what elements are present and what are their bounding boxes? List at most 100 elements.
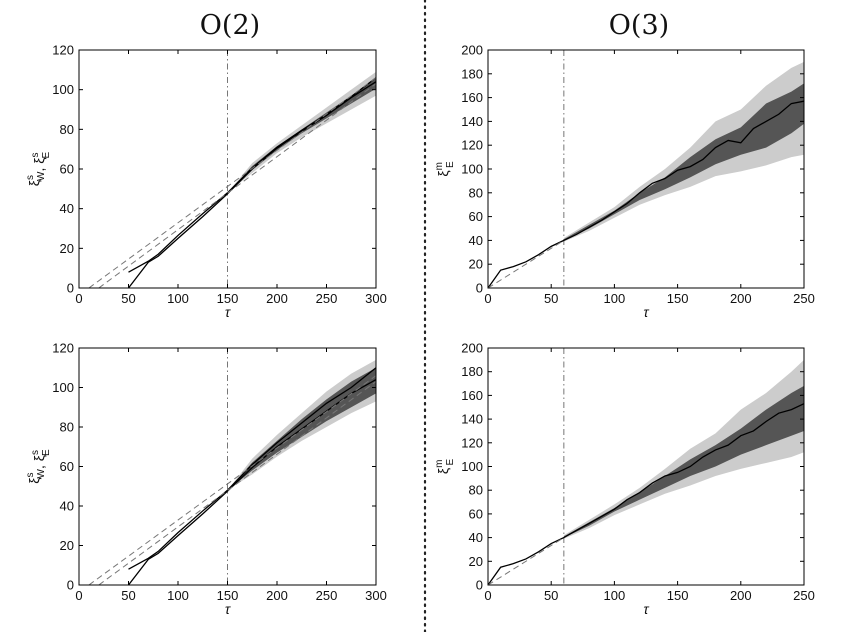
y-tick-label: 120	[461, 138, 483, 153]
y-tick-label: 20	[469, 554, 483, 569]
series-line-3	[98, 381, 376, 585]
x-tick-label: 100	[167, 291, 189, 306]
y-label-superscript: s	[30, 450, 41, 455]
y-tick-label: 60	[60, 162, 74, 177]
y-tick-label: 200	[461, 341, 483, 356]
y-tick-label: 40	[60, 499, 74, 514]
y-label-symbol: ξ	[26, 477, 42, 483]
x-axis-label: τ	[643, 304, 649, 320]
series-line-1	[128, 77, 376, 273]
y-label-superscript: m	[434, 162, 445, 170]
y-tick-label: 0	[476, 578, 483, 593]
x-axis-label: τ	[225, 601, 231, 617]
confidence-band-1	[563, 83, 804, 241]
y-tick-label: 80	[469, 185, 483, 200]
x-tick-label: 100	[167, 588, 189, 603]
plot-area	[88, 50, 376, 288]
y-tick-label: 100	[52, 380, 74, 395]
y-tick-label: 160	[461, 90, 483, 105]
y-label-superscript: s	[30, 152, 41, 157]
x-tick-label: 200	[730, 291, 752, 306]
x-tick-label: 50	[544, 588, 558, 603]
y-tick-label: 80	[60, 420, 74, 435]
series-line-0	[488, 403, 804, 585]
y-tick-label: 120	[52, 43, 74, 58]
y-axis-label: ξsW, ξsE	[25, 449, 52, 484]
x-tick-label: 0	[75, 291, 82, 306]
y-tick-label: 40	[469, 530, 483, 545]
x-tick-label: 150	[667, 291, 689, 306]
x-tick-label: 0	[484, 588, 491, 603]
y-label-superscript: s	[25, 175, 36, 180]
y-axis-label: ξsW, ξsE	[25, 151, 52, 186]
y-tick-label: 120	[461, 435, 483, 450]
y-tick-label: 160	[461, 388, 483, 403]
y-tick-label: 140	[461, 114, 483, 129]
x-tick-label: 250	[793, 588, 815, 603]
y-tick-label: 20	[469, 257, 483, 272]
y-tick-label: 180	[461, 66, 483, 81]
y-label-symbol: ξ	[31, 157, 47, 163]
x-tick-label: 50	[121, 588, 135, 603]
plot-area	[88, 348, 376, 585]
plot-area	[488, 50, 804, 288]
x-tick-label: 100	[604, 291, 626, 306]
x-tick-label: 300	[365, 588, 387, 603]
x-tick-label: 250	[793, 291, 815, 306]
y-tick-label: 180	[461, 364, 483, 379]
y-label-symbol: ξ	[31, 455, 47, 461]
x-tick-label: 300	[365, 291, 387, 306]
y-label-symbol: ξ	[435, 170, 451, 176]
x-tick-label: 50	[121, 291, 135, 306]
x-tick-label: 200	[266, 291, 288, 306]
x-tick-label: 150	[217, 291, 239, 306]
x-tick-label: 150	[667, 588, 689, 603]
y-label-superscript: s	[25, 472, 36, 477]
column-title-o2: O(2)	[199, 10, 261, 41]
y-tick-label: 100	[461, 162, 483, 177]
y-tick-label: 20	[60, 241, 74, 256]
x-axis-label: τ	[643, 601, 649, 617]
y-tick-label: 60	[60, 459, 74, 474]
y-tick-label: 0	[476, 281, 483, 296]
x-tick-label: 250	[316, 291, 338, 306]
y-label-separator: ,	[31, 164, 47, 172]
y-label-superscript: m	[434, 460, 445, 468]
y-label-separator: ,	[31, 461, 47, 469]
y-label-symbol: ξ	[26, 180, 42, 186]
y-tick-label: 200	[461, 43, 483, 58]
x-axis-label: τ	[225, 304, 231, 320]
y-tick-label: 40	[60, 201, 74, 216]
y-tick-label: 140	[461, 412, 483, 427]
confidence-band-0	[563, 61, 804, 242]
x-tick-label: 200	[730, 588, 752, 603]
y-tick-label: 80	[60, 122, 74, 137]
x-tick-label: 0	[75, 588, 82, 603]
y-tick-label: 120	[52, 341, 74, 356]
column-title-o3: O(3)	[608, 10, 670, 41]
y-label-subscript: E	[41, 449, 52, 456]
x-tick-label: 100	[604, 588, 626, 603]
confidence-band-1	[563, 385, 804, 538]
axes-frame	[487, 347, 805, 586]
y-tick-label: 20	[60, 538, 74, 553]
y-label-subscript: E	[445, 161, 456, 168]
y-tick-label: 40	[469, 233, 483, 248]
series-line-3	[98, 83, 376, 288]
x-tick-label: 0	[484, 291, 491, 306]
y-tick-label: 80	[469, 483, 483, 498]
x-tick-label: 50	[544, 291, 558, 306]
series-line-0	[488, 100, 804, 288]
series-line-1	[488, 537, 565, 585]
x-tick-label: 200	[266, 588, 288, 603]
y-label-subscript: W	[36, 171, 47, 181]
series-line-1	[128, 367, 376, 570]
series-line-0	[127, 81, 376, 288]
y-tick-label: 100	[461, 459, 483, 474]
y-tick-label: 0	[67, 578, 74, 593]
